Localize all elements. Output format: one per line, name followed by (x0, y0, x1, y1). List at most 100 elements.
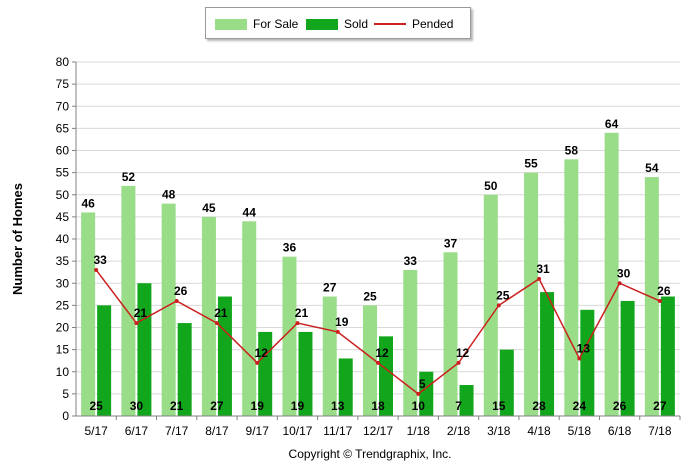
bar-sold (258, 331, 273, 416)
data-label-sold: 26 (613, 399, 627, 413)
pended-point (134, 321, 139, 326)
x-tick-label: 9/17 (246, 424, 270, 438)
pended-point (577, 356, 582, 361)
y-tick-label: 30 (56, 276, 70, 290)
x-tick-label: 6/18 (608, 424, 632, 438)
x-tick-label: 6/17 (125, 424, 149, 438)
bar-sold (137, 283, 152, 416)
pended-point (657, 298, 662, 303)
bar-sold (97, 305, 112, 416)
y-tick-label: 10 (56, 365, 70, 379)
data-label-for-sale: 64 (605, 117, 619, 131)
bar-for-sale (322, 296, 337, 416)
x-tick-label: 7/17 (165, 424, 189, 438)
bar-for-sale (403, 269, 418, 416)
data-label-sold: 25 (89, 399, 103, 413)
x-tick-label: 11/17 (323, 424, 352, 438)
pended-point (174, 298, 179, 303)
data-label-pended: 19 (335, 315, 349, 329)
y-tick-label: 35 (56, 254, 70, 268)
bar-for-sale (443, 252, 458, 416)
legend: For Sale Sold Pended (205, 7, 471, 39)
y-tick-label: 75 (56, 77, 70, 91)
bar-sold (177, 323, 192, 416)
data-label-sold: 27 (653, 399, 667, 413)
data-label-pended: 26 (174, 284, 188, 298)
data-label-pended: 21 (134, 306, 148, 320)
data-label-pended: 31 (536, 262, 550, 276)
data-label-sold: 24 (573, 399, 587, 413)
data-label-for-sale: 27 (323, 281, 337, 295)
bar-sold (540, 292, 555, 416)
pended-point (496, 303, 501, 308)
bar-for-sale (604, 132, 619, 417)
for-sale-swatch-icon (215, 18, 247, 30)
data-label-for-sale: 58 (565, 143, 579, 157)
data-label-pended: 26 (657, 284, 671, 298)
data-label-for-sale: 25 (363, 289, 377, 303)
bar-for-sale (524, 172, 539, 416)
legend-label-sold: Sold (344, 17, 369, 31)
data-label-sold: 19 (251, 399, 265, 413)
bar-sold (419, 371, 434, 416)
bar-for-sale (81, 212, 96, 416)
grid-lines (76, 61, 680, 395)
data-label-for-sale: 37 (444, 236, 458, 250)
data-label-pended: 21 (214, 306, 228, 320)
sold-swatch-icon (306, 18, 338, 30)
y-tick-label: 70 (56, 99, 70, 113)
y-tick-label: 65 (56, 121, 70, 135)
data-label-pended: 12 (456, 346, 470, 360)
data-label-pended: 25 (496, 288, 510, 302)
pended-line (94, 267, 662, 396)
pended-point (255, 360, 260, 365)
bar-for-sale (363, 305, 377, 416)
legend-item-pended: Pended (374, 16, 453, 32)
bar-for-sale (161, 203, 176, 416)
pended-point (295, 321, 300, 326)
data-label-for-sale: 55 (524, 157, 538, 171)
bar-sold (379, 336, 393, 416)
bar-sold (459, 385, 474, 416)
bar-sold (217, 296, 232, 416)
x-tick-label: 8/17 (205, 424, 229, 438)
bar-for-sale (121, 185, 136, 416)
bar-for-sale (483, 194, 498, 416)
data-label-pended: 12 (255, 346, 269, 360)
data-label-sold: 28 (532, 399, 546, 413)
bar-for-sale (644, 177, 659, 416)
data-label-sold: 7 (455, 399, 462, 413)
y-tick-label: 80 (56, 55, 70, 69)
data-label-for-sale: 46 (81, 196, 95, 210)
legend-item-sold: Sold (306, 16, 368, 32)
y-tick-label: 5 (62, 387, 69, 401)
bar-sold (620, 300, 635, 416)
pended-point (335, 329, 340, 334)
data-label-for-sale: 50 (484, 179, 498, 193)
x-tick-label: 12/17 (363, 424, 393, 438)
bar-sold (298, 331, 313, 416)
x-tick-label: 5/17 (84, 424, 108, 438)
data-label-sold: 30 (130, 399, 144, 413)
data-label-sold: 15 (492, 399, 506, 413)
x-axis-ticks: 5/17 6/17 7/17 8/17 9/17 10/17 11/17 12/17 1/18 2… (84, 416, 681, 438)
data-label-sold: 21 (170, 399, 184, 413)
pended-point (94, 267, 99, 272)
x-tick-label: 3/18 (487, 424, 511, 438)
pended-point (617, 281, 622, 286)
x-tick-label: 5/18 (568, 424, 592, 438)
pended-point (456, 360, 461, 365)
data-label-for-sale: 45 (202, 201, 216, 215)
data-label-for-sale: 36 (283, 241, 297, 255)
data-label-sold: 27 (210, 399, 224, 413)
data-labels: 46 25 52 30 48 21 45 27 44 19 36 19 27 13 25 18 33 10 37 7 5… (81, 117, 670, 413)
bar-sold (338, 358, 353, 416)
data-label-pended: 12 (375, 346, 389, 360)
data-label-pended: 13 (577, 341, 591, 355)
data-label-sold: 13 (331, 399, 345, 413)
legend-label-for-sale: For Sale (253, 17, 299, 31)
copyright-text: Copyright © Trendgraphix, Inc. (288, 447, 452, 461)
y-tick-label: 45 (56, 210, 70, 224)
y-tick-label: 0 (62, 409, 69, 423)
